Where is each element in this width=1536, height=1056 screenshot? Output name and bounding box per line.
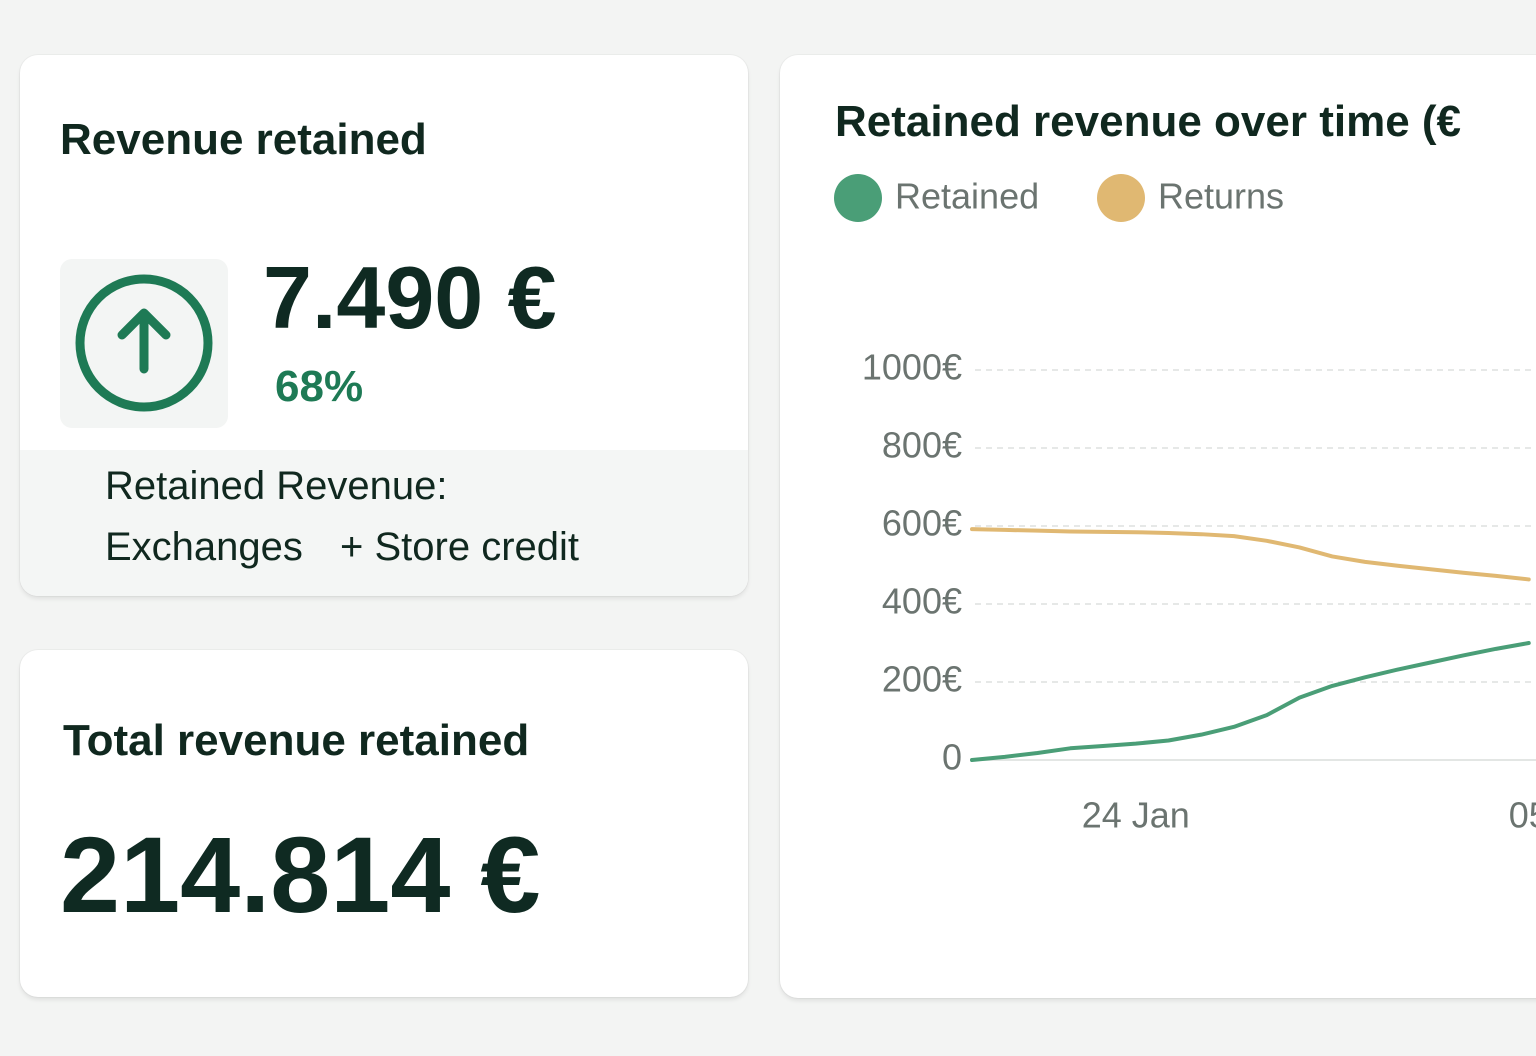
line [970,527,1531,582]
note: Retained Revenue: [105,464,448,508]
chart-title: Retained revenue over time (€ [835,97,1462,146]
card-title: Revenue retained [60,115,427,164]
icon-box [60,259,228,428]
card-title: Total revenue retained [63,716,530,765]
note-box: Retained Revenue: Exchanges + Store cred… [20,450,748,596]
x-tick-label: 05 [1509,795,1536,836]
legend-label: Retained [895,176,1039,217]
y-tick-label: 0 [942,737,962,778]
revenue-card: Revenue retained 7.490 € 68% Retained Re… [20,55,748,596]
card-value: 214.814 € [60,814,541,935]
y-tick-label: 1000€ [862,347,962,388]
legend-swatch [834,174,882,222]
y-tick-label: 200€ [882,659,962,700]
change: 68% [275,362,364,411]
note: + Store credit [340,525,580,569]
x-tick-label: 24 Jan [1082,795,1190,836]
note: Exchanges [105,525,303,569]
legend-label: Returns [1158,176,1284,217]
legend-swatch [1097,174,1145,222]
up-icon [75,274,213,412]
y-tick-label: 400€ [882,581,962,622]
total-card: Total revenue retained 214.814 € [20,650,748,997]
card-value: 7.490 € [263,248,557,347]
y-tick-label: 600€ [882,503,962,544]
line [970,641,1531,762]
y-tick-label: 800€ [882,425,962,466]
